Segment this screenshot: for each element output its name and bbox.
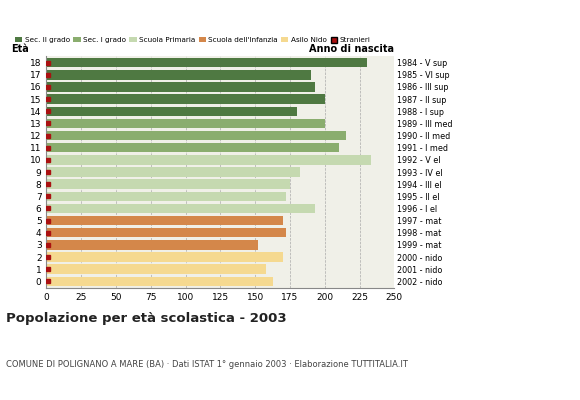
Text: COMUNE DI POLIGNANO A MARE (BA) · Dati ISTAT 1° gennaio 2003 · Elaborazione TUTT: COMUNE DI POLIGNANO A MARE (BA) · Dati I… <box>6 360 408 369</box>
Bar <box>46 204 315 213</box>
Bar <box>46 131 346 140</box>
Legend: Sec. II grado, Sec. I grado, Scuola Primaria, Scuola dell'Infanzia, Asilo Nido, : Sec. II grado, Sec. I grado, Scuola Prim… <box>15 37 371 43</box>
Bar <box>46 167 300 177</box>
Bar <box>46 58 367 68</box>
Bar <box>46 264 266 274</box>
Bar <box>46 276 273 286</box>
Text: Popolazione per età scolastica - 2003: Popolazione per età scolastica - 2003 <box>6 312 287 325</box>
Bar <box>46 180 290 189</box>
Bar <box>46 228 286 238</box>
Bar <box>46 216 283 225</box>
Bar <box>46 70 311 80</box>
Bar <box>46 94 325 104</box>
Text: Età: Età <box>12 44 30 54</box>
Bar <box>46 252 283 262</box>
Bar <box>46 240 258 250</box>
Bar <box>46 106 297 116</box>
Bar <box>46 155 371 164</box>
Text: Anno di nascita: Anno di nascita <box>309 44 394 54</box>
Bar <box>46 143 339 152</box>
Bar <box>46 119 325 128</box>
Bar <box>46 82 315 92</box>
Bar <box>46 192 286 201</box>
